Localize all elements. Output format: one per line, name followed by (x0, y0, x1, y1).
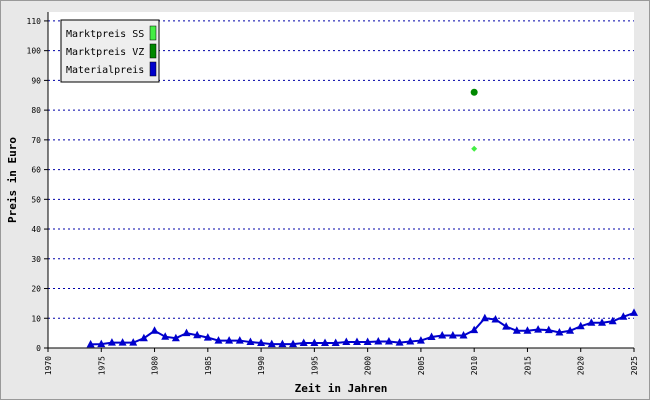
point (257, 338, 266, 346)
x-tick-label: 1985 (204, 356, 213, 375)
legend-key (149, 25, 157, 41)
y-tick-label: 50 (31, 195, 41, 204)
point (470, 88, 478, 96)
point (427, 332, 436, 340)
point (619, 312, 628, 320)
point (171, 333, 180, 342)
point (448, 331, 457, 339)
y-tick-label: 90 (31, 76, 41, 85)
x-tick-label: 2025 (630, 356, 639, 375)
y-tick-label: 40 (31, 225, 41, 234)
point (225, 336, 234, 344)
point (416, 336, 425, 344)
point (363, 337, 372, 346)
point (118, 338, 127, 346)
legend-key (149, 43, 157, 59)
point (576, 321, 585, 330)
point (107, 338, 116, 346)
point (384, 336, 393, 345)
y-tick-label: 0 (36, 344, 41, 353)
x-tick-label: 2000 (364, 356, 373, 375)
point (566, 326, 575, 334)
legend-key (149, 61, 157, 77)
x-tick-label: 1975 (97, 356, 106, 375)
point (608, 316, 617, 325)
point (523, 326, 532, 334)
point (352, 337, 361, 346)
point (86, 339, 95, 348)
x-tick-label: 2015 (523, 356, 532, 375)
point (470, 325, 479, 334)
x-tick-label: 1970 (44, 356, 53, 375)
point (139, 333, 148, 342)
point (235, 336, 244, 344)
point (374, 336, 383, 345)
point (342, 337, 351, 346)
x-tick-label: 1995 (310, 356, 319, 375)
point (246, 337, 255, 346)
legend-label: Marktpreis VZ (66, 47, 144, 58)
point (534, 325, 543, 333)
point (459, 331, 468, 339)
point (278, 339, 287, 348)
point (182, 328, 191, 337)
point (395, 338, 404, 346)
point (512, 326, 521, 334)
x-tick-label: 2005 (417, 356, 426, 375)
point (321, 338, 330, 346)
point (97, 339, 106, 348)
y-tick-label: 100 (27, 47, 42, 56)
point (267, 339, 276, 348)
x-tick-label: 1980 (151, 356, 160, 375)
point (310, 338, 319, 346)
point (491, 314, 500, 323)
point (598, 318, 607, 326)
y-tick-label: 30 (31, 255, 41, 264)
point (299, 338, 308, 346)
point (630, 308, 638, 316)
point (214, 336, 223, 344)
x-tick-label: 2010 (470, 356, 479, 375)
point (544, 325, 553, 334)
y-tick-label: 80 (31, 106, 41, 115)
legend-label: Materialpreis (66, 65, 144, 76)
point (438, 331, 447, 339)
y-tick-label: 70 (31, 136, 41, 145)
y-tick-label: 20 (31, 285, 41, 294)
point (203, 333, 212, 341)
point (161, 332, 170, 340)
point (480, 313, 489, 322)
point (555, 328, 564, 336)
point (150, 326, 159, 334)
y-tick-label: 10 (31, 314, 41, 323)
series-line (90, 311, 635, 346)
point (406, 336, 415, 345)
point (193, 330, 202, 339)
point (502, 322, 511, 330)
point (587, 318, 596, 326)
x-tick-label: 1990 (257, 356, 266, 375)
point (289, 339, 298, 348)
legend-label: Marktpreis SS (66, 29, 144, 40)
y-axis-title: Preis in Euro (6, 137, 19, 223)
x-tick-label: 2020 (577, 356, 586, 375)
point (129, 338, 138, 346)
y-tick-label: 110 (27, 17, 42, 26)
y-tick-label: 60 (31, 166, 41, 175)
point (331, 338, 340, 346)
legend-box (60, 19, 160, 83)
point (471, 145, 478, 152)
x-axis-title: Zeit in Jahren (295, 382, 388, 395)
